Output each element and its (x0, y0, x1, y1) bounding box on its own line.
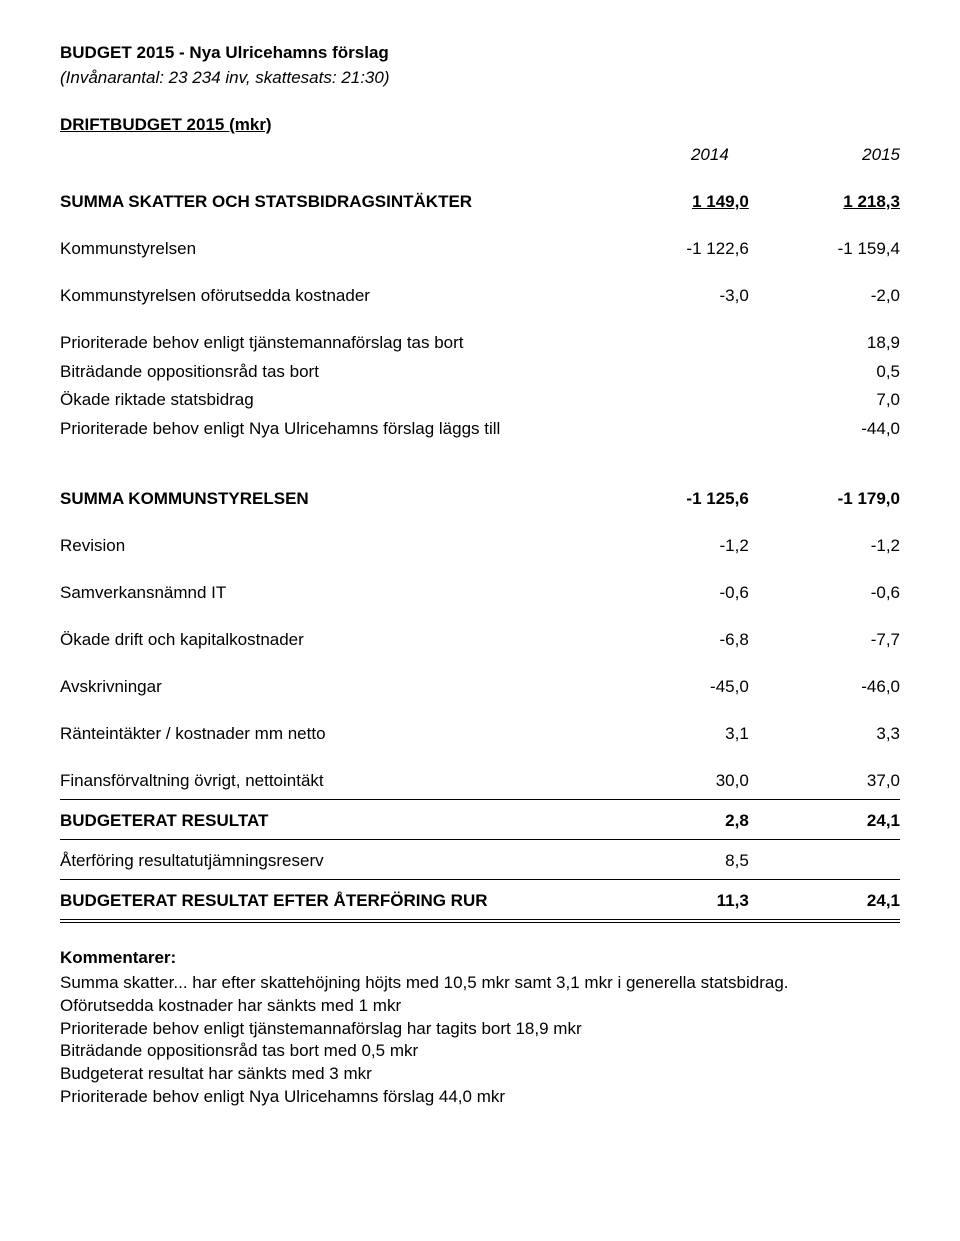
comments-heading: Kommentarer: (60, 947, 900, 970)
cell-label: Revision (60, 532, 598, 561)
comment-line: Oförutsedda kostnader har sänkts med 1 m… (60, 995, 900, 1018)
cell-value: -7,7 (749, 626, 900, 655)
cell-value: 7,0 (749, 386, 900, 415)
document-page: BUDGET 2015 - Nya Ulricehamns förslag (I… (0, 0, 960, 1149)
cell-label: Avskrivningar (60, 673, 598, 702)
row-skatter: SUMMA SKATTER OCH STATSBIDRAGSINTÄKTER 1… (60, 188, 900, 217)
row-budgeterat-resultat: BUDGETERAT RESULTAT 2,8 24,1 (60, 799, 900, 839)
cell-value: 30,0 (598, 767, 749, 799)
cell-value: -1 122,6 (598, 235, 749, 264)
cell-label: Finansförvaltning övrigt, nettointäkt (60, 767, 598, 799)
row-avskrivningar: Avskrivningar -45,0 -46,0 (60, 673, 900, 702)
cell-label: Samverkansnämnd IT (60, 579, 598, 608)
cell-value: 18,9 (749, 329, 900, 358)
cell-value: -0,6 (749, 579, 900, 608)
cell-value: -0,6 (598, 579, 749, 608)
cell-label: SUMMA KOMMUNSTYRELSEN (60, 478, 598, 514)
cell-value: -1 179,0 (749, 478, 900, 514)
cell-value: 1 218,3 (749, 188, 900, 217)
row-aterforing: Återföring resultatutjämningsreserv 8,5 (60, 839, 900, 879)
cell-value: -1,2 (749, 532, 900, 561)
cell-value: 8,5 (598, 839, 749, 879)
cell-label: Återföring resultatutjämningsreserv (60, 839, 598, 879)
cell-value: 3,3 (749, 720, 900, 749)
cell-value: 24,1 (749, 879, 900, 920)
cell-value: 1 149,0 (598, 188, 749, 217)
cell-label: Biträdande oppositionsråd tas bort (60, 358, 598, 387)
budget-table: 2014 2015 SUMMA SKATTER OCH STATSBIDRAGS… (60, 141, 900, 923)
cell-value: 24,1 (749, 799, 900, 839)
cell-value: 3,1 (598, 720, 749, 749)
year-2014: 2014 (598, 141, 749, 170)
cell-label: SUMMA SKATTER OCH STATSBIDRAGSINTÄKTER (60, 188, 598, 217)
cell-label: BUDGETERAT RESULTAT EFTER ÅTERFÖRING RUR (60, 879, 598, 920)
row-riktade: Ökade riktade statsbidrag 7,0 (60, 386, 900, 415)
row-prio-tas-bort: Prioriterade behov enligt tjänstemannafö… (60, 329, 900, 358)
page-title: BUDGET 2015 - Nya Ulricehamns förslag (60, 42, 900, 65)
cell-value: -1,2 (598, 532, 749, 561)
row-ranta: Ränteintäkter / kostnader mm netto 3,1 3… (60, 720, 900, 749)
cell-value: -45,0 (598, 673, 749, 702)
cell-label: Prioriterade behov enligt tjänstemannafö… (60, 329, 598, 358)
row-oforutsedda: Kommunstyrelsen oförutsedda kostnader -3… (60, 282, 900, 311)
comment-line: Summa skatter... har efter skattehöjning… (60, 972, 900, 995)
cell-label: BUDGETERAT RESULTAT (60, 799, 598, 839)
cell-label: Ränteintäkter / kostnader mm netto (60, 720, 598, 749)
comment-line: Biträdande oppositionsråd tas bort med 0… (60, 1040, 900, 1063)
year-2015: 2015 (749, 141, 900, 170)
cell-value: -2,0 (749, 282, 900, 311)
cell-value: -1 159,4 (749, 235, 900, 264)
cell-label: Ökade riktade statsbidrag (60, 386, 598, 415)
section-heading: DRIFTBUDGET 2015 (mkr) (60, 114, 900, 137)
row-kommunstyrelsen: Kommunstyrelsen -1 122,6 -1 159,4 (60, 235, 900, 264)
cell-value: -46,0 (749, 673, 900, 702)
cell-label: Ökade drift och kapitalkostnader (60, 626, 598, 655)
row-drift: Ökade drift och kapitalkostnader -6,8 -7… (60, 626, 900, 655)
cell-value: -3,0 (598, 282, 749, 311)
page-subtitle: (Invånarantal: 23 234 inv, skattesats: 2… (60, 67, 900, 90)
row-revision: Revision -1,2 -1,2 (60, 532, 900, 561)
cell-value: -1 125,6 (598, 478, 749, 514)
row-resultat-efter: BUDGETERAT RESULTAT EFTER ÅTERFÖRING RUR… (60, 879, 900, 920)
row-bitradande: Biträdande oppositionsråd tas bort 0,5 (60, 358, 900, 387)
year-header-row: 2014 2015 (60, 141, 900, 170)
comment-line: Prioriterade behov enligt tjänstemannafö… (60, 1018, 900, 1041)
cell-label: Kommunstyrelsen oförutsedda kostnader (60, 282, 598, 311)
cell-value: 0,5 (749, 358, 900, 387)
cell-value: 2,8 (598, 799, 749, 839)
cell-value: -44,0 (749, 415, 900, 444)
cell-value: 11,3 (598, 879, 749, 920)
comment-line: Budgeterat resultat har sänkts med 3 mkr (60, 1063, 900, 1086)
row-finans: Finansförvaltning övrigt, nettointäkt 30… (60, 767, 900, 799)
row-samverkan: Samverkansnämnd IT -0,6 -0,6 (60, 579, 900, 608)
comment-line: Prioriterade behov enligt Nya Ulricehamn… (60, 1086, 900, 1109)
row-prio-nya: Prioriterade behov enligt Nya Ulricehamn… (60, 415, 900, 444)
cell-value: 37,0 (749, 767, 900, 799)
cell-label: Kommunstyrelsen (60, 235, 598, 264)
row-summa-kommunstyrelsen: SUMMA KOMMUNSTYRELSEN -1 125,6 -1 179,0 (60, 478, 900, 514)
cell-label: Prioriterade behov enligt Nya Ulricehamn… (60, 415, 598, 444)
cell-value: -6,8 (598, 626, 749, 655)
